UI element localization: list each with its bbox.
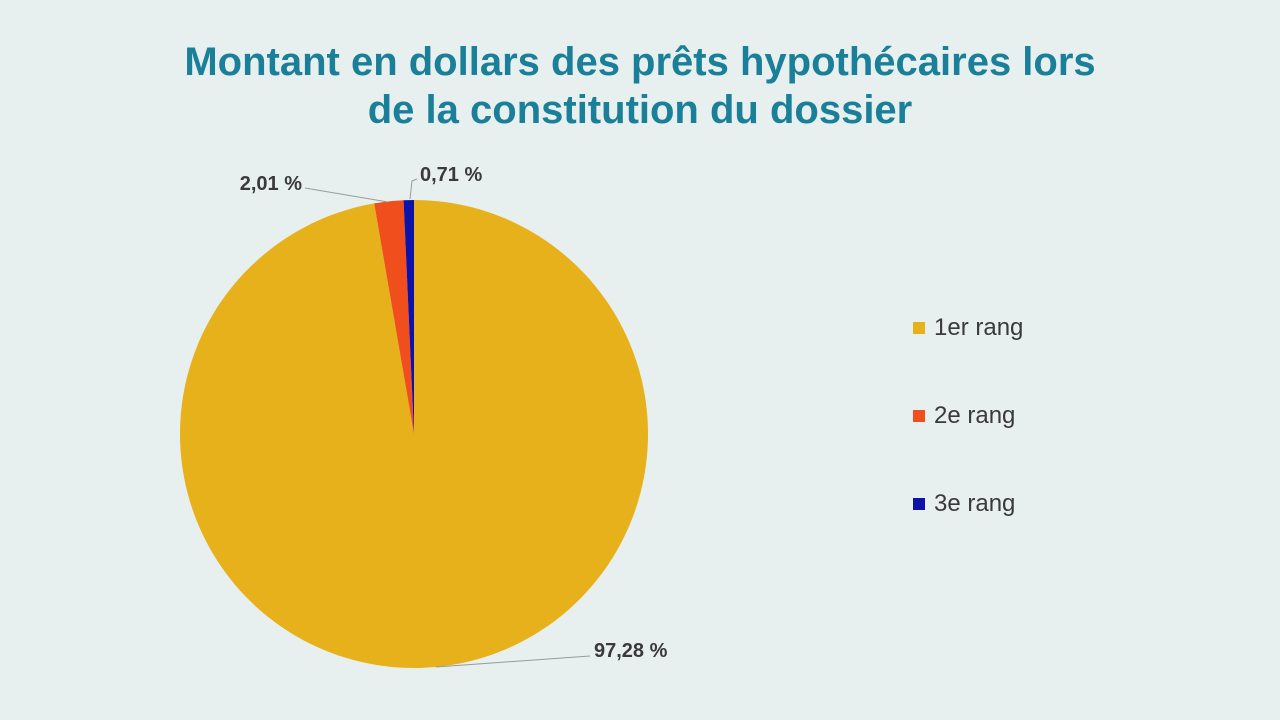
legend-label-1er-rang: 1er rang [934, 314, 1024, 341]
data-label-1er-rang: 97,28 % [594, 640, 668, 662]
legend-swatch-3e-rang [913, 498, 925, 510]
legend-label-2e-rang: 2e rang [934, 402, 1016, 429]
chart-title: Montant en dollars des prêts hypothécair… [0, 38, 1280, 134]
legend-item-3e-rang: 3e rang [913, 488, 1023, 520]
leader-lines [304, 178, 591, 668]
data-labels: 97,28 % 2,01 % 0,71 % [240, 164, 668, 662]
leader-line-2e-rang [304, 187, 389, 203]
chart-title-line-2: de la constitution du dossier [367, 88, 913, 132]
legend-swatch-1er-rang [913, 322, 925, 334]
leader-line-3e-rang [409, 178, 418, 200]
legend-item-2e-rang: 2e rang [913, 400, 1023, 432]
legend-swatch-2e-rang [913, 410, 925, 422]
leader-line-1er-rang [435, 655, 591, 668]
data-label-3e-rang: 0,71 % [420, 164, 482, 186]
pie-slices [180, 200, 649, 668]
legend-label-3e-rang: 3e rang [934, 490, 1016, 517]
data-label-2e-rang: 2,01 % [240, 173, 302, 195]
pie-slice-2e-rang [374, 200, 414, 434]
chart-title-line-1: Montant en dollars des prêts hypothécair… [184, 40, 1096, 84]
legend-item-1er-rang: 1er rang [913, 312, 1023, 344]
pie-slice-3e-rang [403, 200, 414, 434]
legend: 1er rang 2e rang 3e rang [913, 312, 1023, 576]
